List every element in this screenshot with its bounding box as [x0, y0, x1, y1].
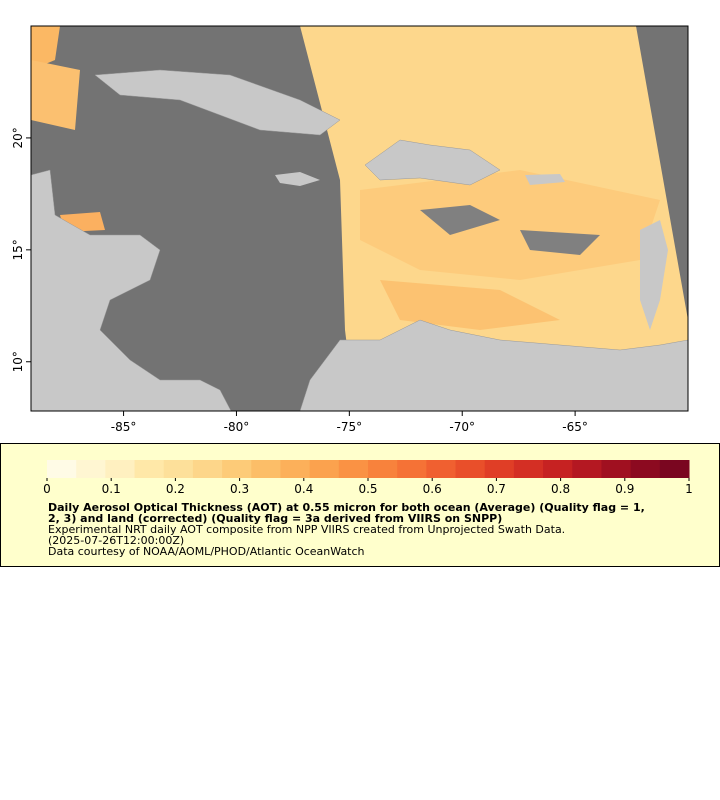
aot-patch — [360, 170, 660, 280]
colorbar-step — [309, 460, 340, 478]
aot-patch — [31, 60, 80, 130]
y-tick-label: 20° — [11, 127, 25, 148]
legend-title: 2, 3) and land (corrected) (Quality flag… — [48, 512, 502, 525]
colorbar-step — [513, 460, 544, 478]
map-plot — [31, 26, 688, 411]
x-tick-label: -70° — [449, 420, 475, 434]
colorbar-step — [105, 460, 136, 478]
colorbar-step — [47, 460, 77, 478]
cuba — [94, 69, 341, 136]
colorbar-step — [397, 460, 427, 478]
colorbar-step — [630, 460, 661, 478]
colorbar-tick-label: 0.3 — [230, 482, 249, 496]
colorbar-step — [134, 460, 165, 478]
colorbar-tick-label: 0.2 — [166, 482, 185, 496]
no-data-gap — [520, 230, 600, 255]
colorbar-tick-label: 0.8 — [551, 482, 570, 496]
x-tick-label: -85° — [111, 420, 137, 434]
colorbar-step — [455, 460, 486, 478]
aot-patch — [31, 26, 60, 70]
colorbar-tick-label: 0.4 — [294, 482, 313, 496]
colorbar-step — [280, 460, 311, 478]
colorbar-step — [76, 460, 106, 478]
colorbar-step — [572, 460, 602, 478]
y-tick-label: 15° — [11, 239, 25, 260]
legend-line: (2025-07-26T12:00:00Z) — [48, 534, 184, 547]
colorbar-step — [659, 460, 690, 478]
colorbar-tick-label: 0.1 — [102, 482, 121, 496]
colorbar-tick-label: 0.5 — [358, 482, 377, 496]
colorbar-step — [543, 460, 573, 478]
colorbar-step — [368, 460, 398, 478]
y-tick-label: 10° — [11, 351, 25, 372]
aot-patch — [380, 280, 560, 330]
x-tick-label: -65° — [562, 420, 588, 434]
legend-line: Data courtesy of NOAA/AOML/PHOD/Atlantic… — [48, 545, 365, 558]
map-frame — [30, 25, 689, 412]
legend-title: Daily Aerosol Optical Thickness (AOT) at… — [48, 501, 645, 514]
colorbar-step — [601, 460, 632, 478]
colorbar-tick-label: 0.7 — [487, 482, 506, 496]
colorbar-step — [426, 460, 457, 478]
colorbar-step — [338, 460, 369, 478]
colorbar-step — [163, 460, 194, 478]
colorbar-tick-label: 1 — [685, 482, 693, 496]
south-america — [299, 319, 688, 411]
puerto-rico — [525, 174, 565, 185]
legend-line: Experimental NRT daily AOT composite fro… — [48, 523, 565, 536]
central-america — [31, 169, 232, 411]
colorbar-tick-label: 0.6 — [423, 482, 442, 496]
x-tick-label: -80° — [224, 420, 250, 434]
colorbar-step — [222, 460, 252, 478]
colorbar-step — [484, 460, 515, 478]
colorbar-tick-label: 0 — [43, 482, 51, 496]
x-tick-label: -75° — [337, 420, 363, 434]
no-data-gap — [420, 205, 500, 235]
colorbar-step — [251, 460, 281, 478]
jamaica — [275, 172, 320, 186]
colorbar-step — [192, 460, 223, 478]
lesser-antilles — [640, 220, 668, 330]
hispaniola — [364, 139, 501, 186]
colorbar-tick-label: 0.9 — [615, 482, 634, 496]
